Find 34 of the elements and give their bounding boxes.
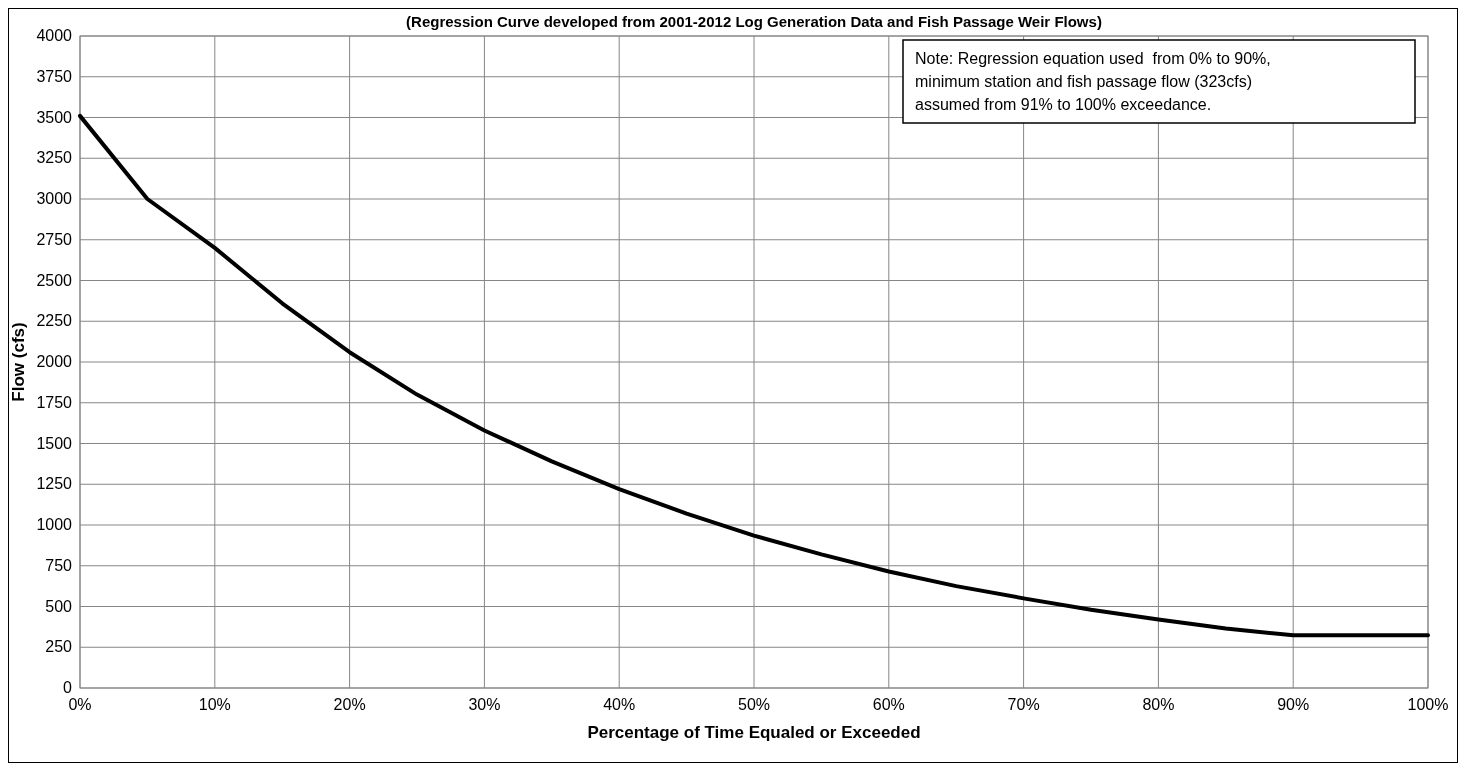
note-box: Note: Regression equation used from 0% to 90%, minimum station and fish passage flow (323cfs) assumed from 91% to 100% exceedance. [902,39,1416,124]
y-tick-label: 3000 [36,190,73,207]
annotation: Note: Regression equation used from 0% to 90%, minimum station and fish passage flow (323cfs) assumed from 91% to 100% exceedance. [915,50,1271,113]
x-axis-title: Percentage of Time Equaled or Exceeded [587,723,921,742]
x-tick-label: 0% [68,696,92,713]
x-tick-label: 80% [1142,696,1175,713]
x-tick-label: 30% [468,696,501,713]
y-tick-label: 3500 [36,108,73,126]
y-tick-label: 500 [45,597,73,615]
y-tick-label: 2250 [36,312,73,330]
y-tick-label: 1250 [36,475,73,493]
chart-title: (Regression Curve developed from 2001-2012 Log Generation Data and Fish Passage Weir Flows) [406,13,1102,30]
y-tick-label: 2500 [36,271,73,289]
x-tick-label: 60% [872,696,905,713]
x-tick-label: 40% [603,696,636,713]
y-axis-title: Flow (cfs) [9,322,28,402]
x-tick-label: 10% [198,696,231,713]
x-tick-label: 100% [1407,696,1449,713]
y-tick-label: 750 [45,556,73,574]
y-tick-label: 1500 [36,434,73,452]
y-tick-label: 2750 [36,230,73,248]
y-tick-label: 3250 [36,149,73,167]
y-tick-label: 1000 [36,516,73,533]
y-tick-label: 4000 [36,27,73,44]
x-tick-label: 50% [737,696,771,713]
x-tick-label: 90% [1277,696,1310,713]
y-tick-label: 250 [45,638,73,656]
y-tick-label: 3750 [36,67,73,85]
x-tick-label: 70% [1007,696,1040,713]
y-tick-label: 2000 [36,353,73,370]
y-tick-label: 0 [63,679,73,696]
line-series [78,113,1430,638]
y-tick-label: 1750 [36,393,73,411]
x-tick-label: 20% [333,696,366,713]
